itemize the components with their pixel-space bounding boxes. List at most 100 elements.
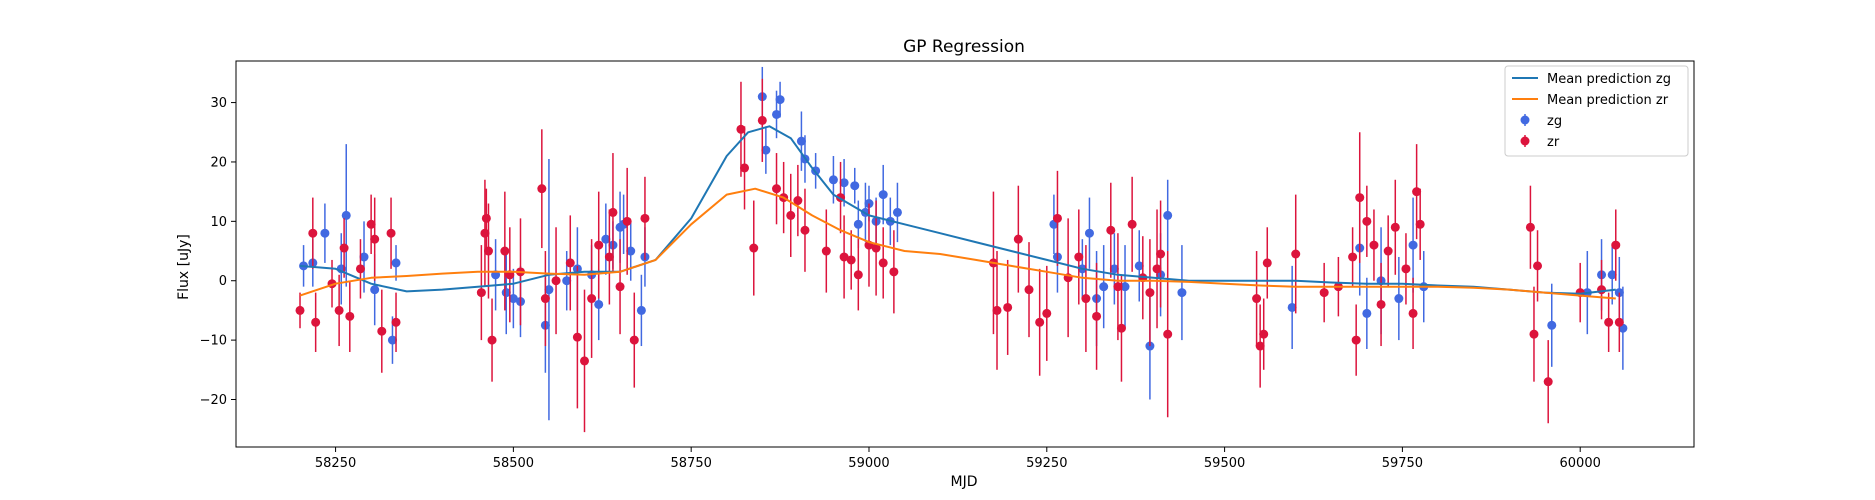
point-zr [1035, 317, 1045, 327]
point-zg [892, 207, 902, 217]
point-zr [391, 317, 401, 327]
point-zg [501, 288, 511, 298]
point-zr [1259, 329, 1269, 339]
point-zr [871, 243, 881, 253]
line-mean-prediction-zr [299, 187, 1616, 300]
point-zg [1547, 320, 1557, 330]
point-zg [508, 294, 518, 304]
point-zr [1390, 222, 1400, 232]
point-zr [1013, 234, 1023, 244]
point-zr [500, 246, 510, 256]
legend-box [1504, 65, 1689, 157]
point-zg [341, 210, 351, 220]
point-zr [793, 196, 803, 206]
point-zr [1383, 246, 1393, 256]
point-zr [540, 294, 550, 304]
legend-swatch-zg-marker [1520, 115, 1530, 125]
point-zr [608, 207, 618, 217]
point-zg [761, 145, 771, 155]
point-zr [345, 311, 355, 321]
point-zr [1156, 249, 1166, 259]
x-tick-label: 58750 [671, 456, 712, 471]
point-zr [757, 115, 767, 125]
x-tick-label: 59500 [1204, 456, 1245, 471]
point-zg [828, 175, 838, 185]
point-zg [853, 219, 863, 229]
legend: Mean prediction zg Mean prediction zr zg… [1504, 65, 1689, 157]
point-zg [370, 285, 380, 295]
point-zr [579, 356, 589, 366]
point-zr [483, 246, 493, 256]
point-zr [604, 252, 614, 262]
point-zg [1163, 210, 1173, 220]
y-axis: −20 −10 0 10 20 30 [200, 96, 236, 408]
point-zg [391, 258, 401, 268]
point-zr [1092, 311, 1102, 321]
point-zr [786, 210, 796, 220]
y-tick-label: −20 [200, 393, 227, 408]
point-zr [1163, 329, 1173, 339]
point-zr [572, 332, 582, 342]
point-zr [339, 243, 349, 253]
point-zr [1525, 222, 1535, 232]
point-zr [736, 124, 746, 134]
point-zr [846, 255, 856, 265]
point-zg [1394, 294, 1404, 304]
point-zr [308, 228, 318, 238]
point-zr [622, 216, 632, 226]
x-axis: 58250 58500 58750 59000 59250 59500 59750 60000 [315, 447, 1601, 471]
point-zr [1255, 341, 1265, 351]
chart-title: GP Regression [903, 37, 1025, 57]
point-zr [853, 270, 863, 280]
point-zr [1412, 187, 1422, 197]
point-zr [1401, 264, 1411, 274]
point-zr [640, 213, 650, 223]
y-tick-label: −10 [200, 334, 227, 349]
legend-label-zr: zr [1547, 135, 1560, 150]
point-zg [387, 335, 397, 345]
point-zg [850, 181, 860, 191]
point-zg [562, 276, 572, 286]
point-zr [992, 305, 1002, 315]
point-zr [1052, 213, 1062, 223]
point-zr [1081, 294, 1091, 304]
point-zr [1116, 323, 1126, 333]
point-zg [1134, 261, 1144, 271]
point-zr [295, 305, 305, 315]
point-zr [311, 317, 321, 327]
point-zr [878, 258, 888, 268]
point-zg [1120, 282, 1130, 292]
point-zr [1145, 288, 1155, 298]
legend-label-zg-mean: Mean prediction zg [1547, 72, 1671, 87]
point-zr [1529, 329, 1539, 339]
x-tick-label: 59000 [848, 456, 889, 471]
point-zr [889, 267, 899, 277]
point-zr [1348, 252, 1358, 262]
point-zr [537, 184, 547, 194]
x-axis-label: MJD [951, 474, 978, 490]
point-zr [377, 326, 387, 336]
x-tick-label: 58250 [315, 456, 356, 471]
point-zr [740, 163, 750, 173]
point-zg [775, 95, 785, 105]
point-zr [1597, 285, 1607, 295]
point-zr [1376, 299, 1386, 309]
point-zg [772, 109, 782, 119]
point-zg [359, 252, 369, 262]
point-zr [1262, 258, 1272, 268]
x-tick-label: 60000 [1560, 456, 1601, 471]
point-zr [594, 240, 604, 250]
legend-label-zr-mean: Mean prediction zr [1547, 93, 1669, 108]
point-zg [1287, 302, 1297, 312]
point-zr [370, 234, 380, 244]
point-zg [1177, 288, 1187, 298]
point-zg [544, 285, 554, 295]
y-axis-label: Flux [uJy] [176, 234, 192, 300]
point-zr [1113, 282, 1123, 292]
point-zg [1109, 264, 1119, 274]
point-zg [839, 178, 849, 188]
point-zr [587, 294, 597, 304]
y-tick-label: 30 [210, 96, 227, 111]
point-zr [1543, 377, 1553, 387]
